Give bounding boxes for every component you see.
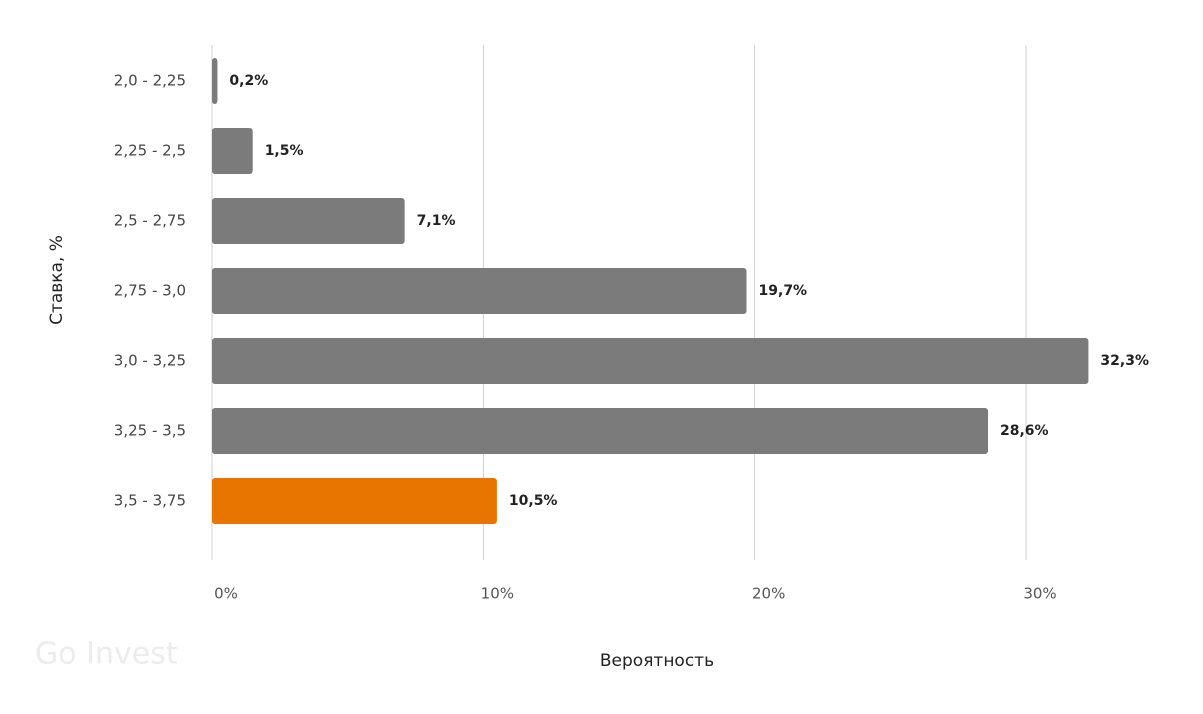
y-tick-label: 3,0 - 3,25	[114, 352, 186, 370]
y-tick-label: 3,5 - 3,75	[114, 492, 186, 510]
x-tick-label: 10%	[481, 585, 514, 603]
y-axis-title: Ставка, %	[47, 235, 67, 325]
bar	[212, 408, 989, 454]
bar	[212, 268, 747, 314]
x-tick-label: 30%	[1023, 585, 1056, 603]
bar	[212, 478, 497, 524]
bar	[212, 128, 253, 174]
value-label: 10,5%	[509, 493, 558, 509]
y-tick-label: 2,0 - 2,25	[114, 72, 186, 90]
x-tick-label: 0%	[214, 585, 238, 603]
watermark: Go Invest	[35, 637, 178, 672]
value-label: 28,6%	[1000, 423, 1049, 439]
value-label: 1,5%	[265, 143, 304, 159]
y-tick-label: 2,25 - 2,5	[114, 142, 186, 160]
bar	[212, 198, 405, 244]
y-tick-label: 2,75 - 3,0	[114, 282, 186, 300]
bar	[212, 338, 1089, 384]
value-label: 0,2%	[229, 73, 268, 89]
value-label: 7,1%	[417, 213, 456, 229]
x-tick-label: 20%	[752, 585, 785, 603]
value-label: 32,3%	[1100, 353, 1149, 369]
value-label: 19,7%	[759, 283, 808, 299]
bar	[212, 58, 218, 104]
x-axis-title: Вероятность	[600, 651, 714, 671]
y-tick-label: 3,25 - 3,5	[114, 422, 186, 440]
y-tick-label: 2,5 - 2,75	[114, 212, 186, 230]
